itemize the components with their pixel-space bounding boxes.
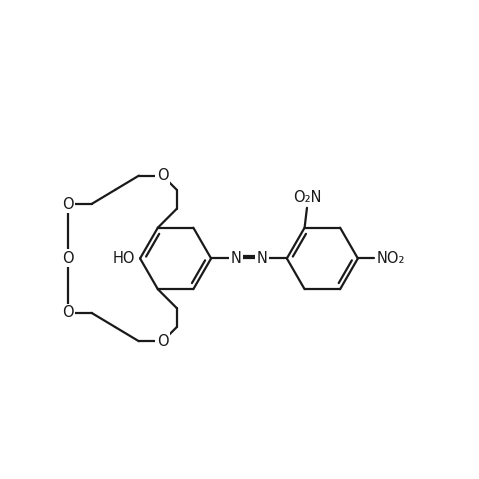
Text: O: O bbox=[62, 196, 74, 212]
Text: HO: HO bbox=[113, 251, 136, 266]
Text: O: O bbox=[157, 168, 169, 183]
Text: N: N bbox=[256, 251, 267, 266]
Text: N: N bbox=[231, 251, 241, 266]
Text: O: O bbox=[62, 305, 74, 320]
Text: O₂N: O₂N bbox=[293, 191, 321, 205]
Text: NO₂: NO₂ bbox=[377, 251, 405, 266]
Text: O: O bbox=[62, 251, 74, 266]
Text: O: O bbox=[157, 334, 169, 349]
